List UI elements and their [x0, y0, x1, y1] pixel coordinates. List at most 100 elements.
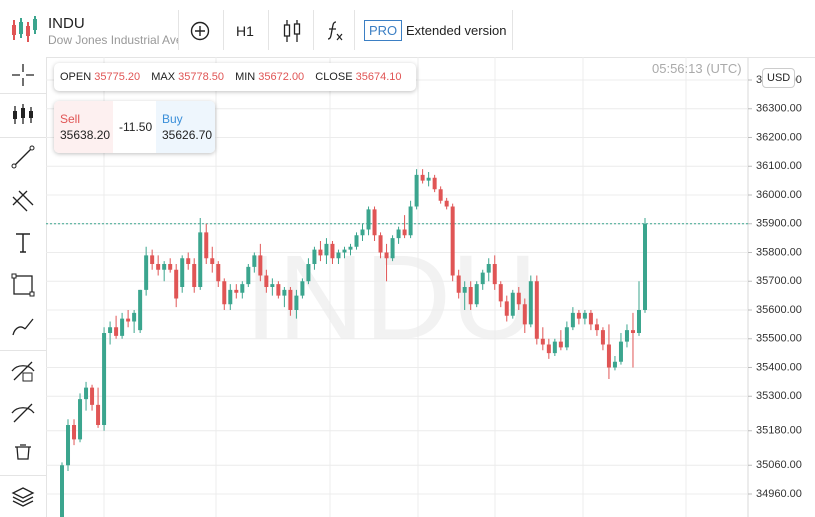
candle-body: [486, 264, 491, 273]
candle-body: [276, 284, 281, 296]
separator: [313, 10, 314, 50]
sell-price: 35638.20: [60, 128, 111, 142]
shape-tool[interactable]: [11, 273, 35, 297]
candle-body: [192, 264, 197, 287]
candle-body: [378, 235, 383, 253]
candle-body: [246, 266, 251, 285]
candle-body: [510, 292, 515, 316]
currency-button[interactable]: USD: [762, 68, 796, 88]
candle-body: [588, 312, 593, 325]
candle-body: [606, 344, 611, 368]
candle-body: [300, 281, 305, 296]
delete-all-tool[interactable]: [11, 443, 35, 467]
candle-body: [120, 318, 125, 336]
ohlc-panel: OPEN 35775.20 MAX 35778.50 MIN 35672.00 …: [54, 63, 416, 91]
candle-body: [78, 399, 83, 440]
separator: [178, 10, 179, 50]
candle-body: [282, 289, 287, 296]
candle-body: [174, 269, 179, 299]
candle-body: [342, 249, 347, 253]
trade-panel: Sell 35638.20 -11.50 Buy 35626.70: [54, 101, 215, 153]
candle-body: [318, 249, 323, 256]
candle-body: [612, 361, 617, 368]
brush-tool[interactable]: [11, 315, 35, 339]
separator: [223, 10, 224, 50]
candle-body: [600, 330, 605, 345]
candle-body: [462, 287, 467, 293]
candle-body: [168, 264, 173, 270]
candle-body: [324, 243, 329, 256]
pro-badge[interactable]: PRO: [364, 20, 403, 41]
crosshair-tool[interactable]: [11, 63, 35, 87]
logo: [12, 16, 37, 42]
y-tick-label: 36300.00: [756, 103, 802, 115]
candle-body: [426, 177, 431, 181]
candle-body: [444, 200, 449, 207]
y-tick-label: 35180.00: [756, 425, 802, 437]
y-tick-label: 35600.00: [756, 304, 802, 316]
toolbar: [0, 57, 47, 517]
candle-body: [234, 289, 239, 293]
extended-version[interactable]: Extended version: [406, 23, 507, 38]
candle-body: [468, 287, 473, 305]
spread: -11.50: [113, 101, 156, 153]
candle-body: [594, 324, 599, 331]
candle-body: [582, 312, 587, 319]
separator: [512, 10, 513, 50]
candle-body: [630, 330, 635, 333]
y-tick-label: 34960.00: [756, 488, 802, 500]
candle-body: [450, 206, 455, 276]
y-tick-label: 35300.00: [756, 390, 802, 402]
candle-body: [528, 281, 533, 325]
y-tick-label: 35900.00: [756, 218, 802, 230]
candle-body: [312, 249, 317, 264]
candles-tool[interactable]: [11, 103, 35, 127]
candle-body: [474, 284, 479, 305]
candle-body: [66, 425, 71, 466]
buy-price: 35626.70: [162, 128, 213, 142]
add-button[interactable]: [190, 21, 210, 41]
candle-body: [258, 255, 263, 276]
buy-button[interactable]: Buy 35626.70: [156, 101, 215, 153]
candle-body: [624, 330, 629, 342]
text-tool[interactable]: [11, 231, 35, 255]
candle-body: [330, 243, 335, 259]
candle-body: [414, 174, 419, 207]
hide-values-tool[interactable]: [11, 401, 35, 425]
symbol[interactable]: INDU: [48, 15, 85, 32]
candle-body: [480, 272, 485, 285]
candle-body: [366, 209, 371, 230]
candle-body: [354, 235, 359, 247]
candle-body: [636, 310, 641, 333]
candle-body: [138, 289, 143, 331]
candle-body: [162, 264, 167, 270]
y-tick-label: 35500.00: [756, 333, 802, 345]
channel-tool[interactable]: [11, 189, 35, 213]
timeframe[interactable]: H1: [236, 23, 254, 39]
open-value: 35775.20: [94, 71, 141, 83]
candle-body: [114, 327, 119, 336]
candle-body: [84, 387, 89, 400]
price-chart: INDU 36400.0036300.0036200.0036100.00360…: [46, 57, 815, 517]
sell-button[interactable]: Sell 35638.20: [54, 101, 113, 153]
chart-type-button[interactable]: [282, 19, 302, 43]
candle-body: [390, 238, 395, 259]
candle-body: [420, 174, 425, 181]
hide-tool[interactable]: [11, 359, 35, 383]
candle-body: [240, 284, 245, 293]
candle-body: [552, 341, 557, 354]
candle-body: [90, 387, 95, 405]
candle-body: [210, 258, 215, 264]
candle-body: [438, 189, 443, 201]
layers-tool[interactable]: [11, 485, 35, 509]
indicators-button[interactable]: [325, 19, 345, 43]
candle-body: [288, 289, 293, 310]
candle-body: [372, 209, 377, 236]
candle-body: [540, 338, 545, 345]
line-tool[interactable]: [11, 145, 35, 169]
y-tick-label: 35800.00: [756, 246, 802, 258]
min-value: 35672.00: [258, 71, 305, 83]
candle-body: [228, 289, 233, 305]
description: Dow Jones Industrial Ave: [48, 33, 178, 47]
